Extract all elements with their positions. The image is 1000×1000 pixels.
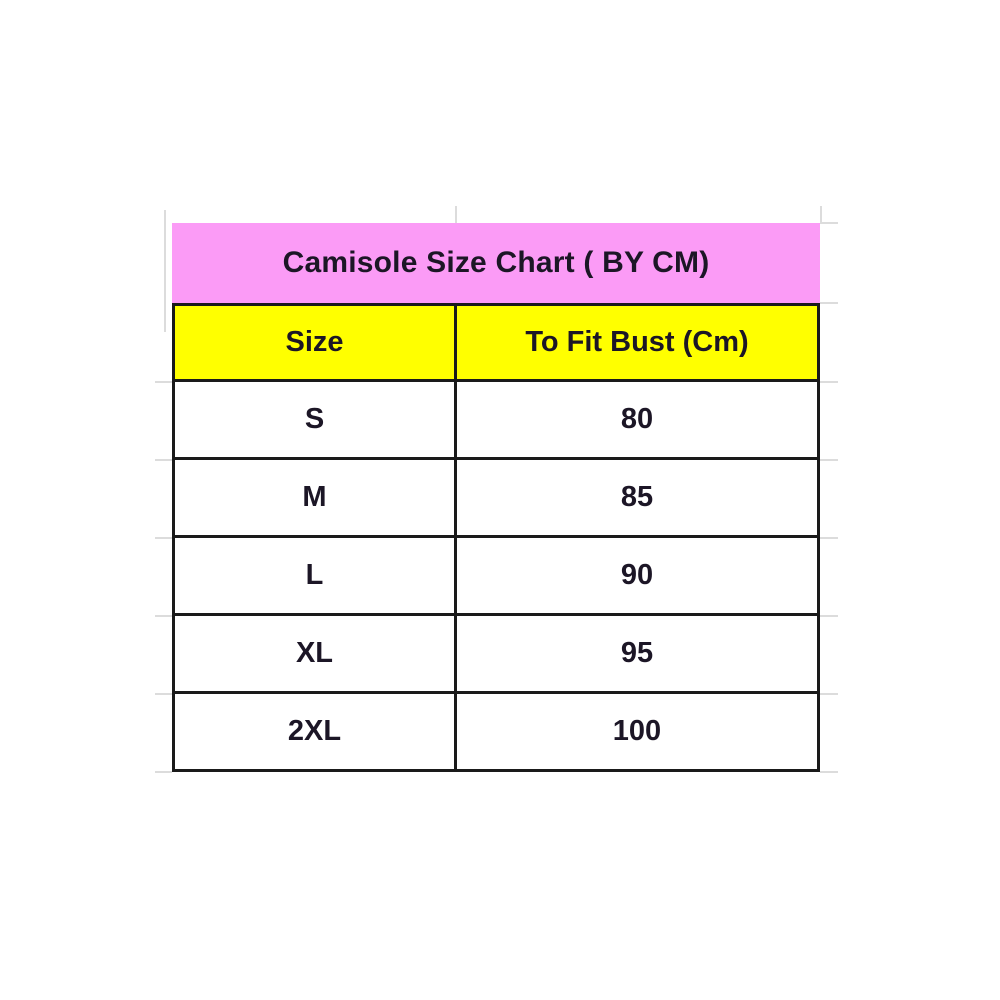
size-chart-grid: Size To Fit Bust (Cm) S 80 M 85 L 90 XL … [172,303,820,772]
column-header-size: Size [175,306,457,379]
table-row: XL 95 [175,616,817,694]
gridline-stub [155,771,172,773]
size-chart-title: Camisole Size Chart ( BY CM) [172,223,820,303]
gridline-stub [455,206,457,223]
gridline-stub [820,302,838,304]
size-chart-table: Camisole Size Chart ( BY CM) Size To Fit… [172,223,820,772]
column-header-bust: To Fit Bust (Cm) [525,326,749,358]
gridline-stub [820,459,838,461]
table-row: M 85 [175,460,817,538]
gridline-stub [155,693,172,695]
bust-cell: 80 [620,403,654,435]
size-cell: XL [175,616,457,691]
bust-cell: 100 [612,715,662,747]
gridline-stub [820,693,838,695]
gridline-stub [155,381,172,383]
size-cell: 2XL [175,694,457,769]
gridline-stub [820,222,838,224]
size-cell: L [175,538,457,613]
table-header-row: Size To Fit Bust (Cm) [175,306,817,382]
gridline-stub [820,537,838,539]
gridline-stub [164,210,166,332]
bust-cell: 95 [620,637,654,669]
gridline-stub [155,615,172,617]
gridline-stub [155,459,172,461]
gridline-stub [155,537,172,539]
gridline-stub [820,771,838,773]
gridline-stub [820,381,838,383]
table-row: 2XL 100 [175,694,817,769]
size-cell: M [175,460,457,535]
gridline-stub [820,615,838,617]
gridline-stub [820,206,822,223]
bust-cell: 90 [620,559,654,591]
size-chart-title-text: Camisole Size Chart ( BY CM) [282,246,710,279]
table-row: L 90 [175,538,817,616]
size-cell: S [175,382,457,457]
bust-cell: 85 [620,481,654,513]
table-row: S 80 [175,382,817,460]
